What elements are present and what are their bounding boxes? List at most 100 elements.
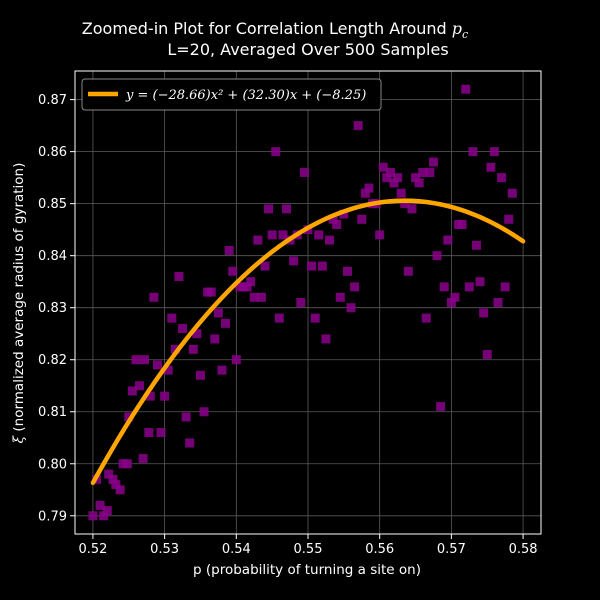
scatter-point	[144, 428, 154, 438]
scatter-point	[274, 313, 284, 323]
x-tick-label: 0.53	[150, 542, 179, 557]
scatter-point	[418, 167, 428, 177]
scatter-point	[124, 412, 134, 422]
scatter-point	[111, 480, 121, 490]
scatter-point	[393, 173, 403, 183]
scatter-point	[138, 454, 148, 464]
scatter-point	[389, 178, 399, 188]
scatter-point	[443, 235, 453, 245]
scatter-point	[446, 298, 456, 307]
scatter-point	[264, 204, 274, 214]
x-tick-label: 0.54	[222, 542, 251, 557]
scatter-point	[299, 167, 309, 177]
scatter-point	[199, 407, 209, 417]
scatter-point	[149, 292, 159, 302]
scatter-point	[504, 214, 514, 224]
scatter-point	[382, 173, 392, 183]
scatter-point	[400, 199, 410, 209]
scatter-point	[464, 282, 474, 292]
scatter-point	[353, 121, 363, 131]
scatter-point	[450, 292, 460, 302]
scatter-point	[364, 183, 374, 193]
scatter-point	[310, 313, 320, 323]
x-tick-label: 0.57	[437, 542, 466, 557]
scatter-point	[314, 230, 324, 240]
scatter-point	[414, 178, 424, 188]
scatter-point	[497, 173, 507, 183]
scatter-point	[99, 511, 109, 521]
scatter-point	[278, 230, 288, 240]
scatter-point	[332, 219, 342, 229]
y-tick-label: 0.79	[38, 509, 67, 524]
scatter-point	[335, 292, 345, 302]
scatter-point	[102, 506, 112, 516]
scatter-point	[108, 474, 118, 484]
scatter-point	[145, 391, 155, 401]
scatter-point	[385, 167, 395, 177]
y-tick-label: 0.81	[38, 405, 67, 420]
fit-curve	[90, 198, 526, 486]
scatter-point	[428, 157, 438, 167]
scatter-point	[475, 277, 485, 287]
scatter-point	[307, 261, 317, 271]
scatter-point	[135, 381, 145, 391]
legend-box	[81, 78, 382, 111]
scatter-point	[152, 360, 162, 370]
scatter-point	[281, 204, 291, 214]
scatter-point	[221, 318, 231, 328]
scatter-point	[289, 256, 299, 266]
scatter-point	[296, 298, 306, 307]
scatter-point	[213, 308, 223, 318]
scatter-point	[249, 292, 259, 302]
scatter-point	[461, 84, 471, 94]
scatter-point	[479, 308, 489, 318]
scatter-point	[242, 282, 252, 292]
scatter-point	[328, 214, 338, 224]
scatter-point	[342, 266, 352, 276]
scatter-point	[500, 282, 510, 292]
scatter-point	[115, 485, 125, 495]
scatter-point	[174, 271, 184, 281]
scatter-point	[482, 350, 492, 360]
scatter-point	[411, 173, 421, 183]
scatter-point	[192, 329, 202, 339]
plot-area	[74, 70, 542, 535]
scatter-point	[127, 386, 137, 396]
scatter-point	[188, 344, 198, 354]
scatter-point	[156, 428, 166, 438]
grid-lines	[75, 71, 541, 534]
scatter-point	[95, 500, 105, 510]
y-axis-label: ξ (normalized average radius of gyration…	[11, 163, 27, 444]
x-tick-label: 0.56	[365, 542, 394, 557]
scatter-point	[457, 219, 467, 229]
scatter-point	[350, 282, 360, 292]
chart-subtitle: L=20, Averaged Over 500 Samples	[167, 40, 448, 59]
scatter-point	[88, 511, 98, 521]
y-tick-label: 0.84	[38, 249, 67, 264]
scatter-point	[167, 313, 177, 323]
x-axis-label: p (probability of turning a site on)	[193, 562, 421, 578]
legend-label-fit: y = (−28.66)x² + (32.30)x + (−8.25)	[125, 88, 366, 103]
y-axis-ticks: 0.79 0.80 0.81 0.82 0.83 0.84 0.85 0.86 0.87	[38, 93, 75, 524]
scatter-point	[471, 240, 481, 250]
scatter-point	[104, 469, 114, 479]
scatter-point	[160, 391, 170, 401]
scatter-point	[206, 287, 216, 297]
scatter-point	[339, 209, 349, 219]
scatter-point	[346, 303, 356, 313]
scatter-point	[267, 230, 277, 240]
chart-title: Zoomed-in Plot for Correlation Length Ar…	[82, 19, 468, 41]
scatter-point	[493, 298, 503, 307]
x-axis-ticks: 0.52 0.53 0.54 0.55 0.56 0.57 0.58	[78, 534, 538, 557]
y-tick-label: 0.80	[38, 457, 67, 472]
scatter-point	[195, 370, 205, 380]
scatter-point	[486, 162, 496, 172]
scatter-point	[425, 167, 435, 177]
x-tick-label: 0.55	[294, 542, 323, 557]
scatter-point	[217, 365, 227, 375]
scatter-point	[122, 459, 132, 469]
scatter-point	[421, 313, 431, 323]
y-tick-label: 0.83	[38, 301, 67, 316]
scatter-point	[181, 412, 191, 422]
